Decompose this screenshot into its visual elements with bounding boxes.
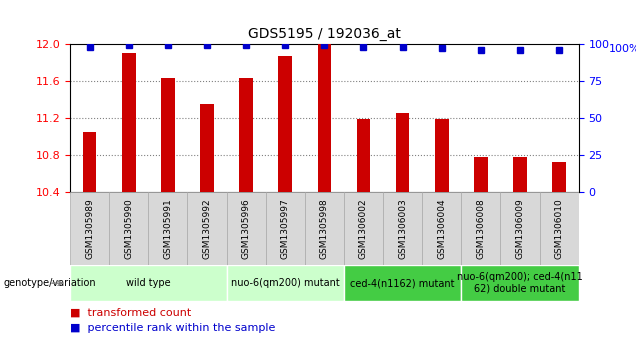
Bar [344,192,383,265]
Bar [188,192,226,265]
Text: GSM1306004: GSM1306004 [438,198,446,259]
Text: GSM1306010: GSM1306010 [555,198,563,259]
Bar [226,192,266,265]
Bar [435,119,448,192]
Bar [383,192,422,265]
Bar [513,157,527,192]
Text: GSM1305990: GSM1305990 [124,198,133,259]
Text: GSM1305992: GSM1305992 [202,198,211,259]
Bar [317,44,331,192]
Bar [83,132,97,192]
Bar [239,78,253,192]
Text: GSM1306003: GSM1306003 [398,198,407,259]
Title: GDS5195 / 192036_at: GDS5195 / 192036_at [248,27,401,41]
Bar [279,56,292,192]
Text: ced-4(n1162) mutant: ced-4(n1162) mutant [350,278,455,288]
Bar [461,192,501,265]
Text: nuo-6(qm200); ced-4(n11
62) double mutant: nuo-6(qm200); ced-4(n11 62) double mutan… [457,272,583,294]
Bar [266,192,305,265]
Bar [539,192,579,265]
Text: GSM1305996: GSM1305996 [242,198,251,259]
Text: genotype/variation: genotype/variation [3,278,96,288]
Bar [200,104,214,192]
Text: GSM1306002: GSM1306002 [359,198,368,259]
Text: ■  transformed count: ■ transformed count [70,308,191,318]
Text: GSM1306008: GSM1306008 [476,198,485,259]
Text: GSM1305997: GSM1305997 [280,198,290,259]
Bar [305,192,344,265]
Bar [422,192,461,265]
Bar [552,162,566,192]
Bar [396,113,410,192]
Bar [501,192,539,265]
Text: GSM1306009: GSM1306009 [516,198,525,259]
Bar [70,192,109,265]
Bar [70,265,226,301]
Bar [161,78,175,192]
Text: wild type: wild type [126,278,170,288]
Text: 100%: 100% [609,44,636,54]
Bar [148,192,188,265]
Bar [474,157,488,192]
Bar [461,265,579,301]
Text: GSM1305989: GSM1305989 [85,198,94,259]
Text: nuo-6(qm200) mutant: nuo-6(qm200) mutant [231,278,340,288]
Bar [344,265,461,301]
Bar [357,119,370,192]
Bar [226,265,344,301]
Text: GSM1305998: GSM1305998 [320,198,329,259]
Bar [109,192,148,265]
Bar [122,53,135,192]
Text: GSM1305991: GSM1305991 [163,198,172,259]
Text: ■  percentile rank within the sample: ■ percentile rank within the sample [70,323,275,333]
